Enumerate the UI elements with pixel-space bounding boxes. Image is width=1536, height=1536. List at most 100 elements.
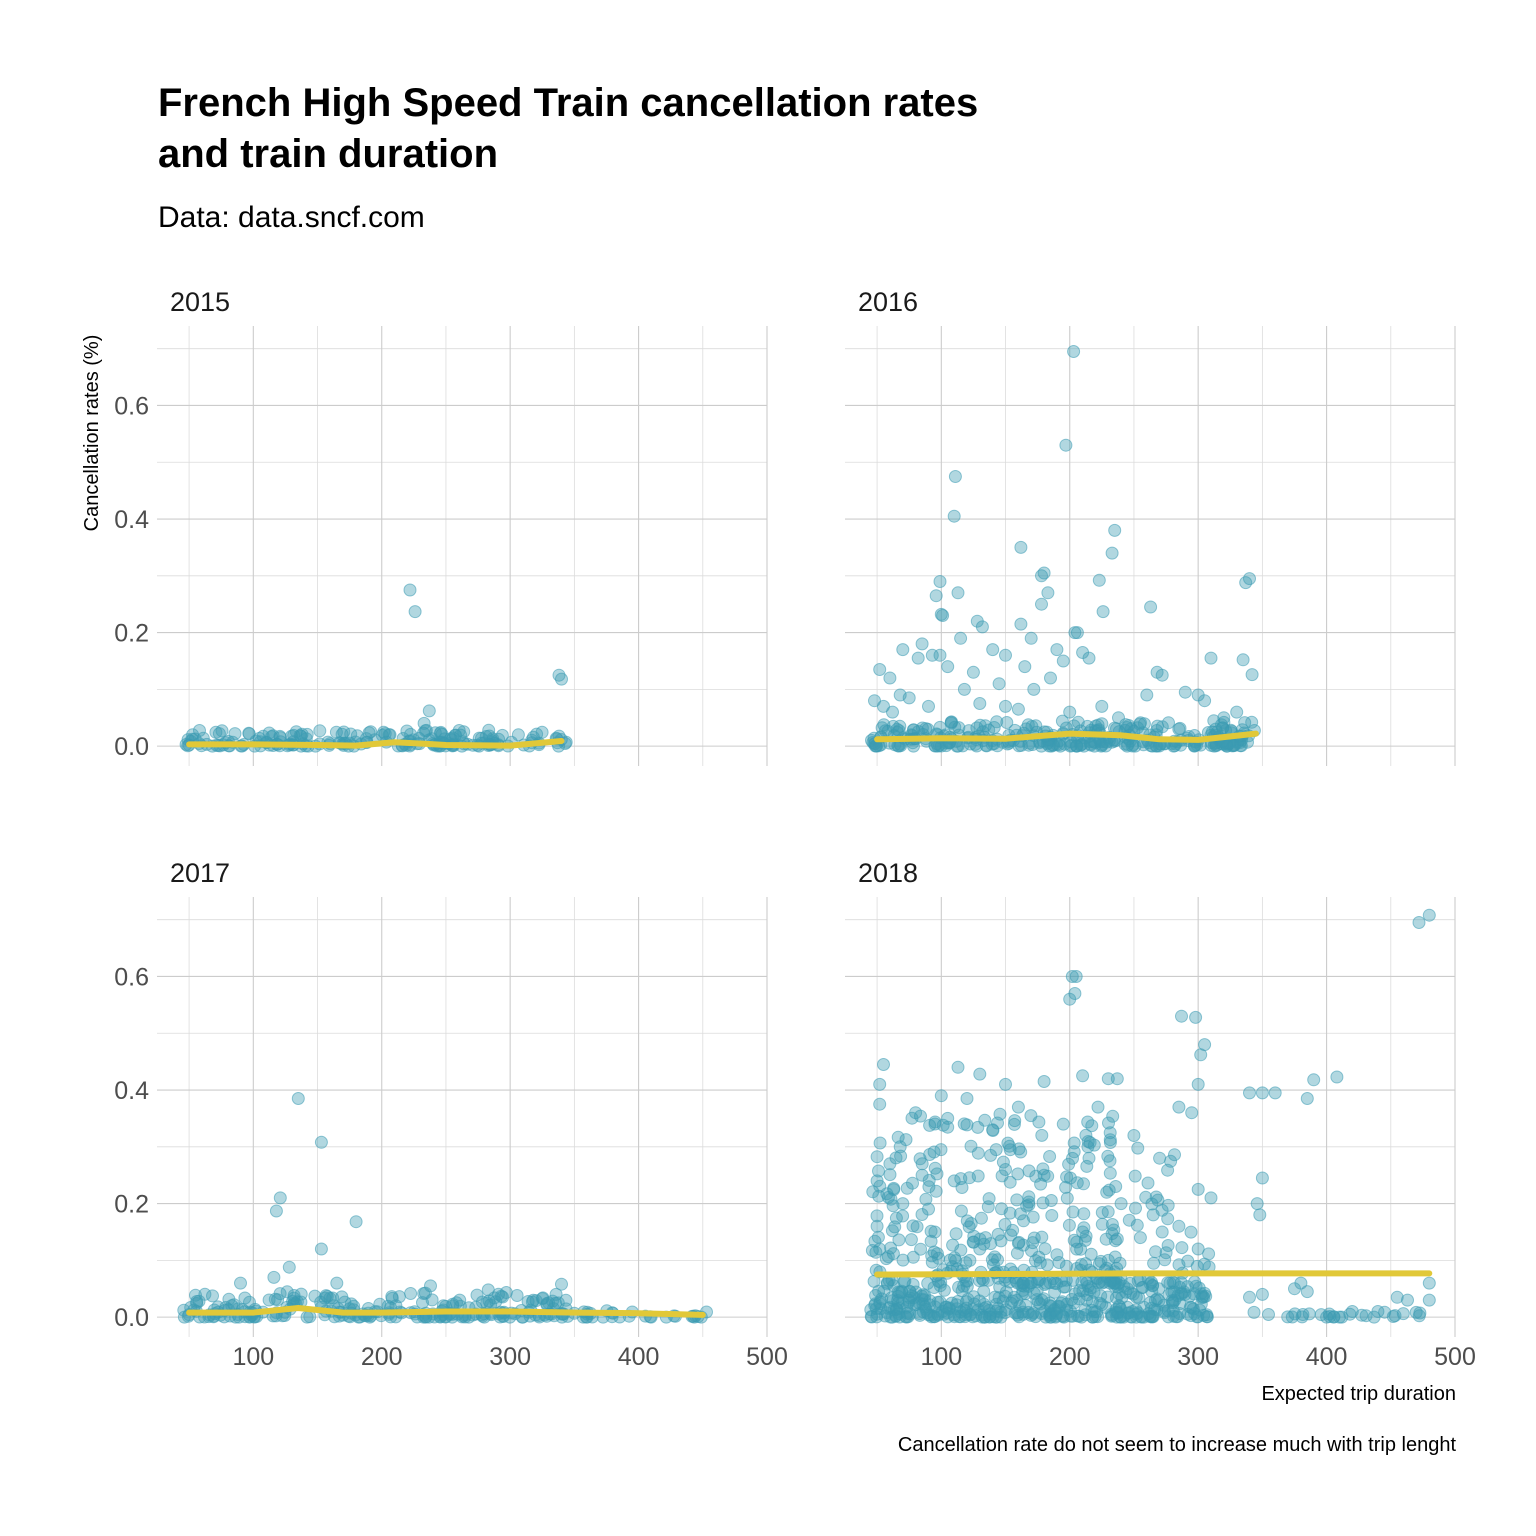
data-point [1243, 1290, 1256, 1304]
data-point [1307, 1073, 1321, 1087]
y-tick-label: 0.4 [114, 1077, 149, 1105]
data-point [949, 1227, 963, 1241]
data-point [873, 1077, 887, 1091]
data-point [535, 1292, 549, 1306]
chart-title-line-1: French High Speed Train cancellation rat… [158, 81, 978, 125]
x-tick-label: 400 [618, 1343, 660, 1371]
data-point [1035, 597, 1048, 611]
data-point [870, 1174, 884, 1188]
data-point [1037, 1075, 1051, 1088]
data-point [944, 716, 958, 730]
data-point [963, 1171, 976, 1185]
data-point [1103, 1136, 1117, 1149]
x-tick-label: 100 [232, 1343, 274, 1371]
points-group [177, 1092, 713, 1324]
data-point [1175, 1241, 1189, 1255]
data-point [243, 1295, 256, 1309]
data-point [891, 1130, 905, 1144]
data-point [282, 1260, 296, 1274]
data-point [1014, 1145, 1028, 1159]
data-point [1044, 671, 1057, 685]
data-point [1422, 1293, 1436, 1307]
x-tick-label: 200 [361, 1343, 403, 1371]
data-point [1056, 1117, 1070, 1131]
data-point [1155, 668, 1169, 682]
data-point [1102, 1116, 1115, 1130]
data-point [900, 1181, 914, 1195]
data-point [1026, 1306, 1040, 1320]
chart-caption: Cancellation rate do not seem to increas… [898, 1434, 1457, 1456]
data-point [1181, 1254, 1195, 1268]
data-point [927, 1145, 941, 1159]
smooth-trend-line [186, 1305, 706, 1318]
data-point [377, 725, 391, 739]
data-point [1185, 1106, 1199, 1120]
data-point [951, 586, 965, 600]
data-point [999, 699, 1012, 713]
data-point [1191, 1182, 1205, 1196]
facet-label: 2017 [170, 858, 230, 888]
data-point [555, 1277, 568, 1291]
data-point [1008, 1114, 1022, 1128]
data-point [957, 682, 971, 696]
data-point [1091, 1100, 1105, 1114]
data-point [234, 1276, 247, 1290]
x-axis-label: Expected trip duration [1261, 1383, 1456, 1405]
data-point [1168, 1148, 1181, 1162]
data-point [1204, 651, 1218, 665]
y-axis-label: Cancellation rates (%) [81, 335, 103, 532]
data-point [1243, 1086, 1256, 1100]
data-point [206, 1289, 219, 1303]
data-point [1025, 1276, 1039, 1290]
data-point [928, 1225, 942, 1239]
data-point [1163, 1276, 1177, 1290]
data-point [1013, 1207, 1027, 1221]
data-point [890, 1303, 903, 1316]
data-point [983, 1310, 997, 1324]
data-point [1128, 1169, 1142, 1183]
data-point [1047, 1304, 1061, 1317]
data-point [1043, 1150, 1057, 1163]
data-point [886, 1247, 900, 1261]
facet-panel-2016: 2016 [845, 287, 1456, 766]
data-point [1300, 1092, 1314, 1105]
data-point [1014, 540, 1028, 554]
data-point [1422, 1276, 1436, 1290]
data-point [1133, 1231, 1147, 1245]
data-point [933, 648, 947, 662]
y-tick-label: 0.0 [114, 733, 149, 761]
data-point [1003, 1206, 1017, 1220]
data-point [934, 1275, 948, 1289]
data-point [1052, 1256, 1066, 1269]
facet-label: 2016 [858, 287, 918, 317]
data-point [1146, 1310, 1160, 1324]
data-point [1056, 654, 1070, 668]
data-point [1184, 1225, 1198, 1239]
data-point [1108, 1234, 1122, 1248]
data-point [1103, 1126, 1117, 1140]
data-point [1149, 1190, 1163, 1204]
data-point [1288, 1307, 1302, 1321]
x-tick-label: 300 [489, 1343, 531, 1371]
chart-subtitle: Data: data.sncf.com [158, 201, 425, 234]
data-point [910, 1220, 924, 1234]
data-point [1250, 1197, 1264, 1211]
data-point [1300, 1285, 1314, 1299]
data-point [959, 1295, 973, 1309]
data-point [909, 1106, 923, 1120]
data-point [1130, 1218, 1144, 1232]
data-point [1155, 1225, 1169, 1239]
data-point [883, 1168, 897, 1182]
data-point [914, 1242, 928, 1256]
data-point [915, 1168, 929, 1182]
data-point [1137, 1310, 1151, 1324]
facet-label: 2018 [858, 858, 918, 888]
data-point [1024, 1109, 1038, 1123]
data-point [1158, 1253, 1172, 1267]
data-point [922, 699, 935, 713]
data-point [1255, 1287, 1269, 1301]
data-point [873, 663, 887, 676]
data-point [1105, 1309, 1119, 1323]
data-point [1101, 1205, 1115, 1219]
